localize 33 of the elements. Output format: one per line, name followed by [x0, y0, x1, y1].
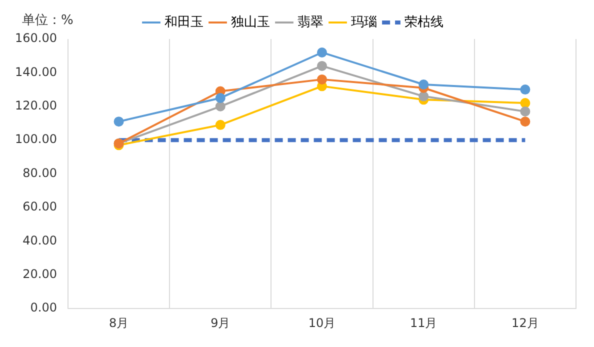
- point: [520, 84, 530, 95]
- point: [215, 92, 226, 103]
- x-tick-label: 8月: [108, 316, 129, 330]
- point: [418, 91, 429, 102]
- point: [520, 98, 530, 108]
- x-tick-label: 12月: [512, 316, 539, 330]
- point: [316, 47, 327, 58]
- point: [316, 74, 327, 84]
- y-tick-label: 60.00: [22, 200, 57, 214]
- point: [418, 79, 429, 90]
- legend-label: 玛瑙: [350, 14, 377, 30]
- legend-label: 荣枯线: [404, 14, 444, 30]
- x-tick-label: 11月: [410, 316, 438, 330]
- point: [114, 116, 124, 127]
- legend-title: 单位：%: [22, 12, 74, 29]
- y-tick-label: 0.00: [30, 300, 57, 315]
- point: [520, 106, 530, 116]
- y-tick-label: 40.00: [22, 233, 57, 248]
- point: [316, 60, 327, 71]
- point: [215, 120, 226, 130]
- point: [215, 101, 226, 112]
- legend-label: 翡翠: [297, 14, 324, 30]
- legend-label: 独山玉: [230, 14, 270, 30]
- y-tick-label: 20.00: [22, 267, 57, 282]
- y-tick-label: 160.00: [14, 31, 57, 46]
- legend-label: 和田玉: [164, 14, 204, 30]
- x-tick-label: 9月: [210, 316, 230, 330]
- y-tick-label: 80.00: [22, 166, 57, 180]
- point: [520, 116, 530, 127]
- y-tick-label: 120.00: [14, 98, 57, 113]
- y-tick-label: 140.00: [14, 64, 57, 79]
- x-tick-label: 10月: [308, 316, 336, 330]
- y-tick-label: 100.00: [14, 132, 57, 146]
